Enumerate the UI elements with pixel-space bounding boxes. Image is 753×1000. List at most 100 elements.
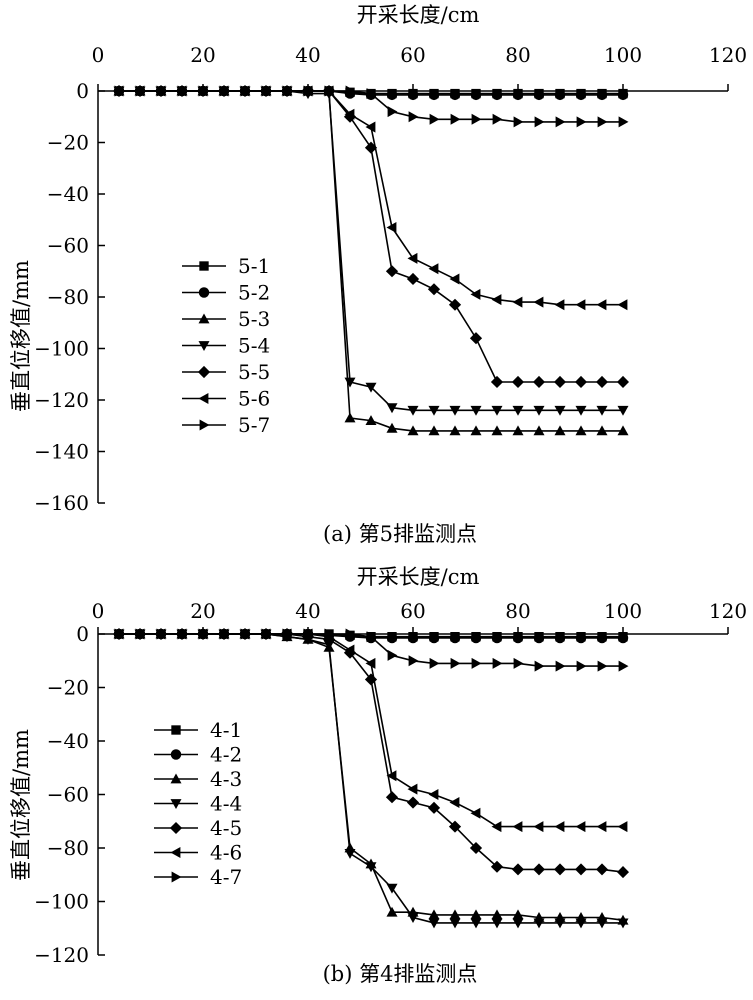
data-point	[448, 820, 462, 833]
legend-item: 5-7	[182, 413, 270, 437]
x-axis-title: 开采长度/cm	[357, 565, 480, 589]
chart-panel-b: 开采长度/cm 垂直位移值/mm 0 20 40 60 80 100 120 0 −20 −40…	[9, 565, 747, 986]
data-point	[617, 375, 629, 388]
data-point	[386, 403, 398, 414]
data-point	[365, 415, 377, 425]
data-point	[470, 807, 481, 819]
data-point	[575, 821, 586, 833]
series-line	[119, 90, 623, 306]
data-point	[407, 405, 419, 416]
legend-item: 5-3	[182, 307, 270, 331]
x-tick-label: 100	[604, 599, 642, 623]
y-axis-title: 垂直位移值/mm	[9, 260, 33, 412]
data-point	[618, 660, 629, 672]
data-point	[512, 296, 523, 308]
y-tick-label: −120	[34, 388, 89, 412]
data-point	[491, 821, 502, 833]
data-point	[533, 425, 545, 436]
x-axis-title: 开采长度/cm	[357, 3, 480, 27]
data-point	[555, 116, 566, 128]
data-point	[428, 425, 440, 436]
data-point	[387, 106, 398, 118]
data-point	[240, 628, 251, 640]
data-point	[344, 849, 356, 859]
series-layer	[113, 628, 629, 929]
data-point	[219, 628, 230, 640]
y-tick-label: −20	[47, 131, 89, 155]
data-point	[554, 425, 566, 436]
data-point	[261, 628, 272, 640]
series-5-7	[114, 85, 629, 128]
series-5-6	[113, 85, 628, 311]
data-point	[596, 632, 608, 644]
data-point	[554, 918, 566, 929]
data-point	[596, 299, 607, 311]
y-tick-label: −100	[34, 337, 89, 361]
data-point	[513, 657, 524, 669]
data-point	[511, 863, 524, 876]
data-point	[469, 842, 483, 854]
data-point	[344, 108, 355, 120]
y-tick-label: −60	[47, 783, 89, 807]
data-point	[366, 88, 377, 100]
data-point	[366, 631, 377, 643]
data-point	[554, 821, 565, 833]
data-point	[449, 797, 460, 808]
data-point	[491, 405, 503, 416]
data-point	[512, 909, 524, 920]
y-tick-label: 0	[76, 79, 89, 103]
data-point	[491, 918, 503, 929]
data-point	[450, 657, 461, 669]
data-point	[386, 422, 398, 433]
series-4-7	[114, 628, 629, 672]
legend-item: 4-5	[154, 816, 242, 840]
data-point	[282, 85, 293, 97]
data-point	[448, 298, 462, 311]
data-point	[492, 113, 503, 125]
data-point	[386, 222, 397, 233]
legend-marker	[198, 287, 210, 298]
data-point	[429, 657, 440, 669]
data-point	[428, 789, 439, 800]
data-point	[407, 913, 419, 923]
legend-label: 4-1	[210, 718, 242, 742]
legend-label: 4-7	[210, 865, 242, 889]
legend-marker	[197, 365, 211, 379]
legend-item: 5-6	[182, 387, 270, 411]
legend-item: 4-1	[154, 718, 242, 742]
data-point	[617, 89, 629, 101]
data-point	[177, 628, 188, 640]
legend-marker	[198, 313, 210, 324]
data-point	[575, 632, 587, 644]
data-point	[533, 375, 545, 388]
series-5-4	[113, 86, 629, 416]
y-tick-label: −80	[47, 285, 89, 309]
data-point	[386, 883, 398, 894]
data-point	[617, 821, 628, 833]
data-point	[114, 85, 125, 97]
data-point	[449, 89, 461, 101]
legend-label: 5-3	[238, 307, 270, 331]
y-tick-label: −80	[47, 836, 89, 860]
data-point	[575, 918, 587, 929]
data-point	[492, 657, 503, 669]
data-point	[198, 628, 209, 640]
y-tick-label: −40	[47, 182, 89, 206]
data-point	[534, 660, 545, 672]
data-point	[471, 657, 482, 669]
legend-label: 4-4	[210, 792, 242, 816]
series-line	[119, 90, 623, 412]
x-tick-labels: 0 20 40 60 80 100 120	[92, 599, 747, 623]
legend-item: 5-5	[182, 360, 270, 384]
x-tick-label: 40	[295, 43, 320, 67]
data-point	[575, 425, 587, 436]
data-point	[240, 85, 251, 97]
legend-marker	[198, 393, 209, 404]
data-point	[470, 918, 482, 929]
data-point	[365, 657, 376, 669]
data-point	[408, 111, 419, 123]
data-point	[490, 375, 504, 388]
data-point	[554, 405, 566, 416]
data-point	[471, 113, 482, 125]
